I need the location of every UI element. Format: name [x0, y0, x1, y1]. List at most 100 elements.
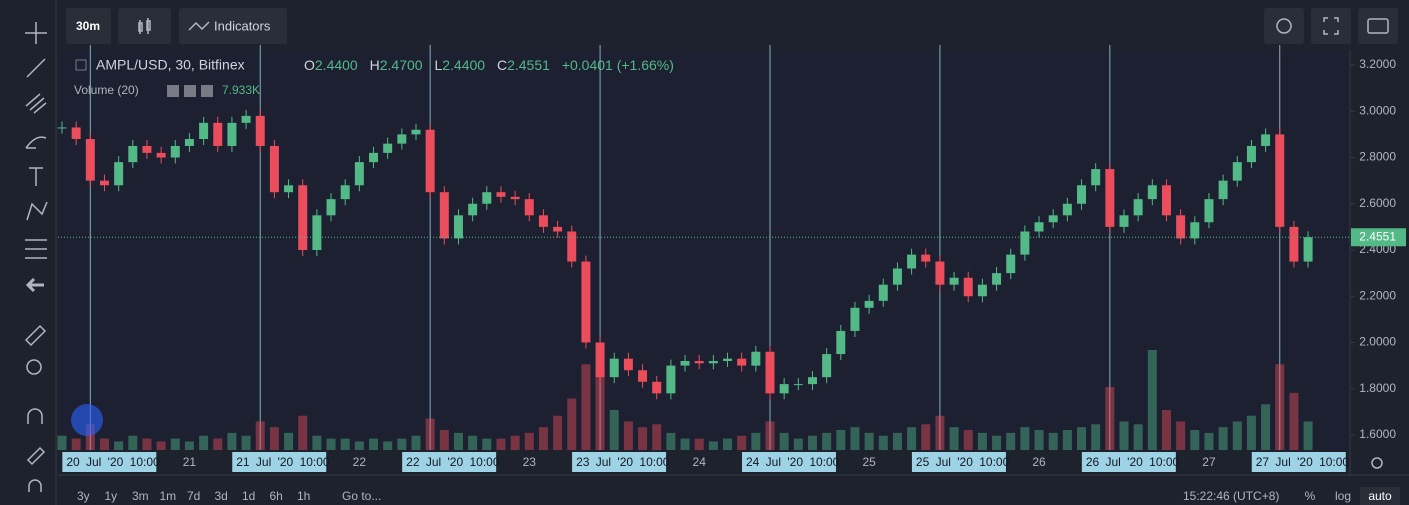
- back-tool[interactable]: [25, 277, 44, 293]
- x-tick-label: 21 Jul '20 10:00: [236, 455, 330, 469]
- h-label: H: [370, 57, 380, 73]
- range-button[interactable]: 3m: [132, 489, 149, 503]
- volume-bar: [468, 435, 478, 450]
- text-tool[interactable]: [29, 167, 43, 186]
- candle-body: [298, 185, 308, 250]
- candle-body: [992, 273, 1002, 285]
- volume-visibility[interactable]: [167, 85, 179, 97]
- volume-bar: [666, 432, 676, 450]
- volume-title: Volume (20): [74, 83, 139, 97]
- candle-body: [977, 284, 987, 297]
- range-button[interactable]: 6h: [270, 489, 283, 503]
- magnet-tool[interactable]: [27, 408, 43, 424]
- volume-bar: [623, 421, 633, 450]
- volume-bar: [1246, 415, 1256, 450]
- axis-settings[interactable]: [1371, 457, 1383, 469]
- candle-body: [836, 330, 846, 355]
- candle-body: [85, 139, 95, 181]
- volume-bar: [751, 432, 761, 450]
- range-button[interactable]: 1h: [297, 489, 310, 503]
- volume-bar: [439, 430, 449, 450]
- auto-toggle[interactable]: auto: [1368, 489, 1392, 503]
- trendline-tool[interactable]: [26, 58, 46, 78]
- log-toggle[interactable]: log: [1335, 489, 1351, 503]
- volume-bar: [538, 427, 548, 450]
- pattern-tool[interactable]: [26, 201, 48, 221]
- volume-bar: [977, 432, 987, 450]
- interval-button[interactable]: [66, 8, 111, 44]
- y-tick-label: 2.2000: [1359, 288, 1396, 302]
- y-tick-label: 2.8000: [1359, 150, 1396, 164]
- volume-bar: [609, 410, 619, 450]
- chart-style-button[interactable]: [118, 8, 171, 44]
- h-value: 2.4700: [380, 57, 423, 73]
- range-button[interactable]: 1d: [242, 489, 255, 503]
- crosshair-tool[interactable]: [25, 22, 47, 44]
- fullscreen-button[interactable]: [1311, 8, 1351, 44]
- volume-bar: [142, 438, 152, 450]
- range-button[interactable]: 1m: [160, 489, 177, 503]
- candle-body: [1190, 222, 1200, 239]
- volume-settings[interactable]: [184, 85, 196, 97]
- goto-button[interactable]: Go to...: [342, 489, 381, 503]
- ruler-tool[interactable]: [24, 324, 47, 347]
- auto-toggle-bg[interactable]: [1360, 487, 1400, 505]
- zoom-tool[interactable]: [26, 359, 42, 375]
- candle-body: [439, 192, 449, 239]
- volume-bar: [255, 421, 265, 450]
- candle-body: [142, 145, 152, 153]
- volume-bar: [921, 424, 931, 450]
- logo[interactable]: [71, 404, 103, 436]
- volume-bar: [864, 432, 874, 450]
- range-button[interactable]: 1y: [105, 489, 118, 503]
- candle-body: [369, 152, 379, 163]
- volume-bar: [1062, 430, 1072, 450]
- collapse-toggle[interactable]: [75, 59, 87, 71]
- lock-tool[interactable]: [28, 479, 42, 492]
- volume-bar: [652, 424, 662, 450]
- volume-bar: [1133, 424, 1143, 450]
- indicators-button[interactable]: [179, 8, 287, 44]
- candle-body: [850, 307, 860, 331]
- candle-body: [1275, 134, 1285, 227]
- volume-bar: [425, 418, 435, 450]
- volume-bar: [496, 438, 506, 450]
- volume-bar: [284, 432, 294, 450]
- volume-bar: [510, 435, 520, 450]
- candle-body: [184, 139, 194, 146]
- volume-bar: [638, 427, 648, 450]
- last-price-label: 2.4551: [1359, 229, 1396, 243]
- symbol-label: AMPL/USD, 30, Bitfinex: [96, 57, 245, 73]
- range-button[interactable]: 7d: [187, 489, 200, 503]
- lock-draw-tool[interactable]: [26, 446, 46, 466]
- range-button[interactable]: 3y: [77, 489, 90, 503]
- candle-body: [1119, 215, 1129, 227]
- fib-tool[interactable]: [25, 93, 47, 114]
- volume-bar: [1048, 432, 1058, 450]
- volume-bar: [1289, 392, 1299, 450]
- x-tick-label: 23 Jul '20 10:00: [576, 455, 670, 469]
- candle-body: [312, 215, 322, 250]
- y-tick-label: 2.0000: [1359, 335, 1396, 349]
- range-button[interactable]: 3d: [215, 489, 228, 503]
- brush-tool[interactable]: [25, 136, 47, 149]
- prediction-tool[interactable]: [25, 239, 47, 259]
- screenshot-button[interactable]: [1358, 8, 1398, 44]
- volume-bar: [949, 427, 959, 450]
- volume-bar: [1261, 404, 1271, 450]
- candle-body: [680, 360, 690, 366]
- y-tick-label: 1.6000: [1359, 427, 1396, 441]
- candle-body: [453, 215, 463, 239]
- volume-bar: [1176, 421, 1186, 450]
- settings-button[interactable]: [1264, 8, 1304, 44]
- volume-bar: [807, 435, 817, 450]
- volume-remove[interactable]: [201, 85, 213, 97]
- percent-toggle[interactable]: %: [1305, 489, 1316, 503]
- volume-bar: [354, 441, 364, 450]
- time-marker-box: [742, 452, 836, 472]
- range-buttons: 3y 1y 3m 1m 7d 3d 1d 6h 1h: [77, 489, 310, 503]
- candle-body: [1077, 185, 1087, 204]
- volume-bar: [793, 438, 803, 450]
- x-tick-label: 24 Jul '20 10:00: [746, 455, 840, 469]
- candle-body: [114, 162, 124, 186]
